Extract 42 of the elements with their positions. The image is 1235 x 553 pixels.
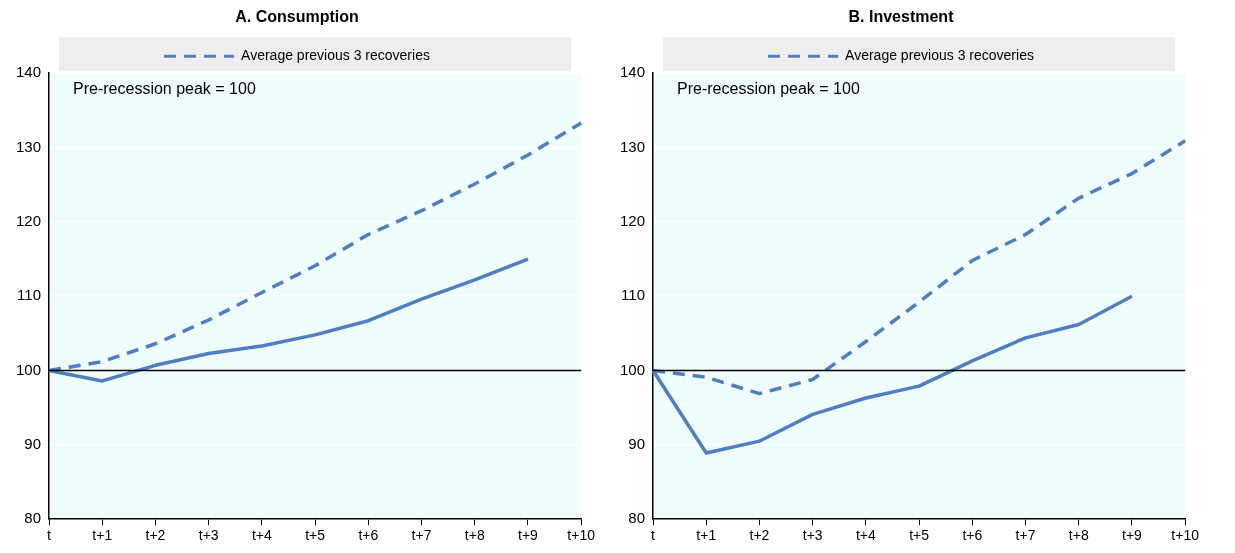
x-tick-label: t bbox=[651, 527, 656, 544]
legend-label: Average previous 3 recoveries bbox=[845, 47, 1034, 64]
x-tick-label: t+8 bbox=[1068, 527, 1089, 544]
x-tick-label: t+9 bbox=[1122, 527, 1143, 544]
annotation: Pre-recession peak = 100 bbox=[677, 79, 860, 97]
x-tick-label: t+5 bbox=[305, 527, 326, 544]
x-tick-label: t+3 bbox=[198, 527, 219, 544]
y-tick-label: 100 bbox=[620, 360, 646, 378]
x-tick-label: t+4 bbox=[855, 527, 877, 544]
x-tick-label: t+2 bbox=[145, 527, 166, 544]
y-tick-label: 120 bbox=[16, 212, 42, 230]
x-tick-label: t+4 bbox=[251, 527, 273, 544]
x-tick-label: t+5 bbox=[909, 527, 930, 544]
y-tick-label: 90 bbox=[24, 435, 42, 453]
y-tick-label: 130 bbox=[16, 137, 42, 155]
y-tick-label: 110 bbox=[621, 286, 646, 304]
y-tick-label: 110 bbox=[17, 286, 42, 304]
y-tick-label: 80 bbox=[24, 509, 42, 527]
x-tick-label: t+7 bbox=[411, 527, 432, 544]
x-tick-label: t+10 bbox=[1171, 527, 1200, 544]
x-tick-label: t+6 bbox=[358, 527, 379, 544]
x-tick-label: t+3 bbox=[802, 527, 823, 544]
x-tick-label: t+8 bbox=[464, 527, 485, 544]
y-tick-label: 90 bbox=[628, 435, 646, 453]
x-tick-label: t+1 bbox=[92, 527, 113, 544]
chart-title: B. Investment bbox=[848, 8, 955, 26]
x-tick-label: t bbox=[47, 527, 52, 544]
y-tick-label: 140 bbox=[16, 63, 42, 81]
x-tick-label: t+7 bbox=[1015, 527, 1036, 544]
y-tick-label: 80 bbox=[628, 509, 646, 527]
x-tick-label: t+1 bbox=[696, 527, 717, 544]
legend-label: Average previous 3 recoveries bbox=[241, 47, 430, 64]
chart-title: A. Consumption bbox=[235, 8, 359, 26]
y-tick-label: 140 bbox=[620, 63, 646, 81]
x-tick-label: t+10 bbox=[567, 527, 596, 544]
y-tick-label: 130 bbox=[620, 137, 646, 155]
x-tick-label: t+9 bbox=[518, 527, 539, 544]
x-tick-label: t+6 bbox=[962, 527, 983, 544]
x-tick-label: t+2 bbox=[749, 527, 770, 544]
y-tick-label: 100 bbox=[16, 360, 42, 378]
y-tick-label: 120 bbox=[620, 212, 646, 230]
annotation: Pre-recession peak = 100 bbox=[73, 79, 256, 97]
